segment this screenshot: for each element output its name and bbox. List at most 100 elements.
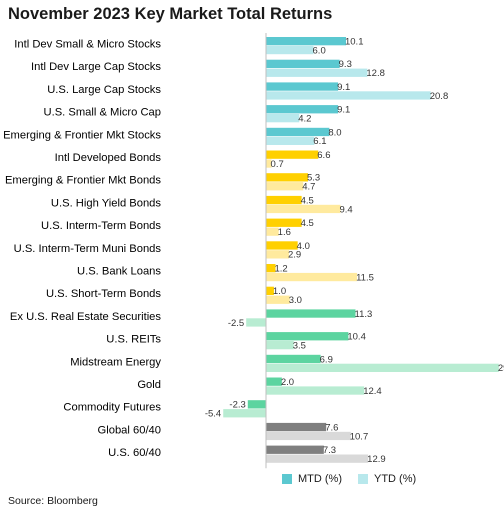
- ytd-bar-emerging-frontier-mkt-stocks: [266, 136, 315, 145]
- mtd-bar-emerging-frontier-mkt-bonds: [266, 173, 308, 182]
- mtd-bar-u-s-interm-term-muni-bonds: [266, 241, 298, 250]
- mtd-bar-intl-dev-large-cap-stocks: [266, 59, 340, 68]
- mtd-bar-u-s-interm-term-bonds: [266, 218, 302, 227]
- mtd-bar-emerging-frontier-mkt-stocks: [266, 127, 330, 137]
- ytd-value-label-global-60-40: 10.7: [350, 431, 369, 442]
- category-label-intl-dev-small-micro-stocks: Intl Dev Small & Micro Stocks: [14, 39, 161, 51]
- legend: MTD (%) YTD (%): [282, 473, 416, 485]
- mtd-value-label-u-s-high-yield-bonds: 4.5: [301, 195, 314, 206]
- category-label-emerging-frontier-mkt-bonds: Emerging & Frontier Mkt Bonds: [5, 175, 161, 187]
- mtd-bar-u-s-bank-loans: [266, 264, 276, 273]
- mtd-value-label-intl-developed-bonds: 6.6: [317, 150, 330, 161]
- ytd-value-label-u-s-60-40: 12.9: [367, 454, 386, 465]
- ytd-value-label-u-s-interm-term-bonds: 1.6: [278, 227, 291, 238]
- ytd-bar-intl-dev-small-micro-stocks: [266, 45, 314, 55]
- category-label-global-60-40: Global 60/40: [98, 424, 161, 436]
- mtd-value-label-u-s-interm-term-bonds: 4.5: [301, 218, 314, 229]
- category-label-u-s-small-micro-cap: U.S. Small & Micro Cap: [44, 107, 162, 119]
- mtd-bar-global-60-40: [266, 422, 327, 432]
- mtd-value-label-u-s-short-term-bonds: 1.0: [273, 286, 286, 297]
- ytd-value-label-emerging-frontier-mkt-stocks: 6.1: [313, 136, 326, 147]
- ytd-bar-emerging-frontier-mkt-bonds: [266, 182, 304, 191]
- ytd-value-label-u-s-large-cap-stocks: 20.8: [430, 91, 449, 102]
- ytd-value-label-ex-u-s-real-estate-securities: -2.5: [228, 318, 244, 329]
- mtd-value-label-intl-dev-small-micro-stocks: 10.1: [345, 37, 364, 48]
- bar-chart: Intl Dev Small & Micro Stocks 10.1 6.0 Intl…: [3, 33, 504, 469]
- ytd-value-label-intl-dev-large-cap-stocks: 12.8: [366, 68, 385, 79]
- ytd-bar-global-60-40: [266, 431, 351, 441]
- ytd-bar-u-s-interm-term-muni-bonds: [266, 250, 289, 259]
- ytd-bar-u-s-short-term-bonds: [266, 295, 290, 304]
- mtd-bar-u-s-short-term-bonds: [266, 286, 274, 295]
- category-label-u-s-bank-loans: U.S. Bank Loans: [77, 266, 161, 278]
- legend-swatch-ytd: [358, 474, 368, 484]
- ytd-value-label-midstream-energy: 29.4: [498, 363, 504, 374]
- mtd-bar-commodity-futures: [247, 400, 266, 409]
- mtd-value-label-u-s-reits: 10.4: [347, 332, 366, 343]
- mtd-value-label-commodity-futures: -2.3: [229, 400, 245, 411]
- category-label-u-s-high-yield-bonds: U.S. High Yield Bonds: [51, 197, 161, 209]
- category-label-u-s-interm-term-bonds: U.S. Interm-Term Bonds: [41, 220, 161, 232]
- ytd-bar-u-s-reits: [266, 341, 294, 350]
- mtd-bar-gold: [266, 377, 282, 386]
- mtd-value-label-u-s-large-cap-stocks: 9.1: [337, 82, 350, 93]
- category-label-ex-u-s-real-estate-securities: Ex U.S. Real Estate Securities: [10, 311, 161, 323]
- ytd-bar-commodity-futures: [223, 409, 266, 418]
- mtd-value-label-midstream-energy: 6.9: [320, 354, 333, 365]
- ytd-bar-u-s-small-micro-cap: [266, 114, 300, 123]
- category-label-intl-dev-large-cap-stocks: Intl Dev Large Cap Stocks: [31, 61, 161, 73]
- mtd-value-label-u-s-interm-term-muni-bonds: 4.0: [297, 241, 310, 252]
- mtd-bar-u-s-high-yield-bonds: [266, 195, 302, 205]
- ytd-bar-gold: [266, 386, 365, 395]
- ytd-value-label-u-s-short-term-bonds: 3.0: [289, 295, 302, 306]
- legend-swatch-mtd: [282, 474, 292, 484]
- ytd-bar-u-s-high-yield-bonds: [266, 204, 341, 214]
- ytd-value-label-gold: 12.4: [363, 386, 382, 397]
- mtd-value-label-ex-u-s-real-estate-securities: 11.3: [354, 309, 372, 320]
- ytd-value-label-emerging-frontier-mkt-bonds: 4.7: [302, 182, 315, 193]
- category-label-u-s-60-40: U.S. 60/40: [108, 447, 161, 459]
- ytd-bar-intl-developed-bonds: [266, 159, 272, 168]
- category-label-emerging-frontier-mkt-stocks: Emerging & Frontier Mkt Stocks: [3, 129, 161, 141]
- category-label-gold: Gold: [137, 379, 161, 391]
- mtd-bar-intl-developed-bonds: [266, 150, 319, 159]
- ytd-bar-u-s-interm-term-bonds: [266, 227, 279, 236]
- mtd-value-label-u-s-60-40: 7.3: [323, 445, 336, 456]
- mtd-value-label-intl-dev-large-cap-stocks: 9.3: [339, 59, 352, 70]
- mtd-bar-u-s-reits: [266, 332, 349, 341]
- source-note: Source: Bloomberg: [8, 495, 98, 507]
- ytd-value-label-intl-dev-small-micro-stocks: 6.0: [313, 45, 326, 56]
- ytd-value-label-intl-developed-bonds: 0.7: [271, 159, 284, 170]
- mtd-bar-u-s-60-40: [266, 445, 324, 454]
- mtd-bar-u-s-large-cap-stocks: [266, 82, 339, 91]
- category-label-u-s-short-term-bonds: U.S. Short-Term Bonds: [46, 288, 161, 300]
- mtd-value-label-u-s-small-micro-cap: 9.1: [337, 105, 350, 116]
- mtd-value-label-global-60-40: 7.6: [325, 422, 338, 433]
- ytd-value-label-u-s-high-yield-bonds: 9.4: [339, 204, 352, 215]
- ytd-value-label-commodity-futures: -5.4: [205, 409, 221, 420]
- ytd-bar-intl-dev-large-cap-stocks: [266, 68, 368, 77]
- category-label-intl-developed-bonds: Intl Developed Bonds: [55, 152, 162, 164]
- ytd-bar-u-s-bank-loans: [266, 272, 358, 282]
- category-label-u-s-reits: U.S. REITs: [106, 334, 161, 346]
- ytd-value-label-u-s-bank-loans: 11.5: [356, 272, 374, 283]
- ytd-bar-midstream-energy: [266, 363, 499, 372]
- ytd-bar-u-s-large-cap-stocks: [266, 91, 431, 100]
- category-label-commodity-futures: Commodity Futures: [63, 402, 161, 414]
- legend-label-mtd: MTD (%): [298, 473, 342, 485]
- category-label-midstream-energy: Midstream Energy: [70, 356, 161, 368]
- mtd-value-label-gold: 2.0: [281, 377, 294, 388]
- mtd-value-label-emerging-frontier-mkt-stocks: 8.0: [328, 127, 341, 138]
- category-label-u-s-large-cap-stocks: U.S. Large Cap Stocks: [47, 84, 161, 96]
- mtd-bar-midstream-energy: [266, 354, 321, 364]
- ytd-value-label-u-s-interm-term-muni-bonds: 2.9: [288, 250, 301, 261]
- chart-title: November 2023 Key Market Total Returns: [8, 5, 333, 23]
- mtd-value-label-u-s-bank-loans: 1.2: [275, 264, 288, 275]
- ytd-bar-ex-u-s-real-estate-securities: [246, 318, 266, 327]
- mtd-bar-intl-dev-small-micro-stocks: [266, 37, 346, 46]
- category-label-u-s-interm-term-muni-bonds: U.S. Interm-Term Muni Bonds: [14, 243, 162, 255]
- ytd-value-label-u-s-small-micro-cap: 4.2: [298, 114, 311, 125]
- ytd-value-label-u-s-reits: 3.5: [293, 341, 306, 352]
- legend-label-ytd: YTD (%): [374, 473, 417, 485]
- mtd-bar-ex-u-s-real-estate-securities: [266, 309, 356, 318]
